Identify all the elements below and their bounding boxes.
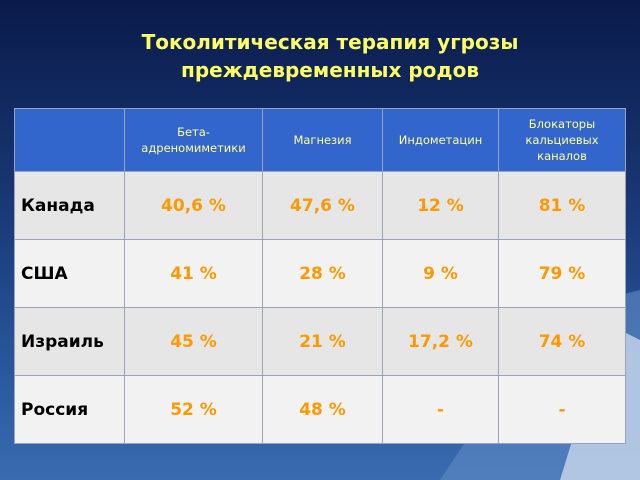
header-row: Бета-адреномиметики Магнезия Индометацин Бл…	[14, 108, 626, 172]
cell: 52 %	[124, 375, 263, 444]
title: Токолитическая терапия угрозы преждеврем…	[0, 28, 640, 84]
cell: 41 %	[124, 239, 263, 308]
cell: 47,6 %	[262, 171, 383, 240]
cell: 40,6 %	[124, 171, 263, 240]
cell: -	[498, 375, 626, 444]
cell: -	[382, 375, 499, 444]
title-line: преждевременных родов	[181, 58, 479, 82]
header-cell: Магнезия	[262, 108, 383, 172]
cell: 74 %	[498, 307, 626, 376]
row: Россия 52 % 48 % - -	[14, 375, 626, 444]
cell: 9 %	[382, 239, 499, 308]
row: США 41 % 28 % 9 % 79 %	[14, 239, 626, 308]
header-cell: Индометацин	[382, 108, 499, 172]
row: Канада 40,6 % 47,6 % 12 % 81 %	[14, 171, 626, 240]
cell: 17,2 %	[382, 307, 499, 376]
row-label: Россия	[14, 375, 125, 444]
cell: 28 %	[262, 239, 383, 308]
cell: 81 %	[498, 171, 626, 240]
row-label: Канада	[14, 171, 125, 240]
cell: 79 %	[498, 239, 626, 308]
row: Израиль 45 % 21 % 17,2 % 74 %	[14, 307, 626, 376]
header-cell: Блокаторы кальциевых каналов	[498, 108, 626, 172]
cell: 12 %	[382, 171, 499, 240]
row-label: Израиль	[14, 307, 125, 376]
title-line: Токолитическая терапия угрозы	[141, 30, 519, 54]
table: Бета-адреномиметики Магнезия Индометацин Бл…	[14, 108, 626, 444]
header-cell: Бета-адреномиметики	[124, 108, 263, 172]
row-label: США	[14, 239, 125, 308]
cell: 48 %	[262, 375, 383, 444]
cell: 45 %	[124, 307, 263, 376]
cell: 21 %	[262, 307, 383, 376]
corner-cell	[14, 108, 125, 172]
